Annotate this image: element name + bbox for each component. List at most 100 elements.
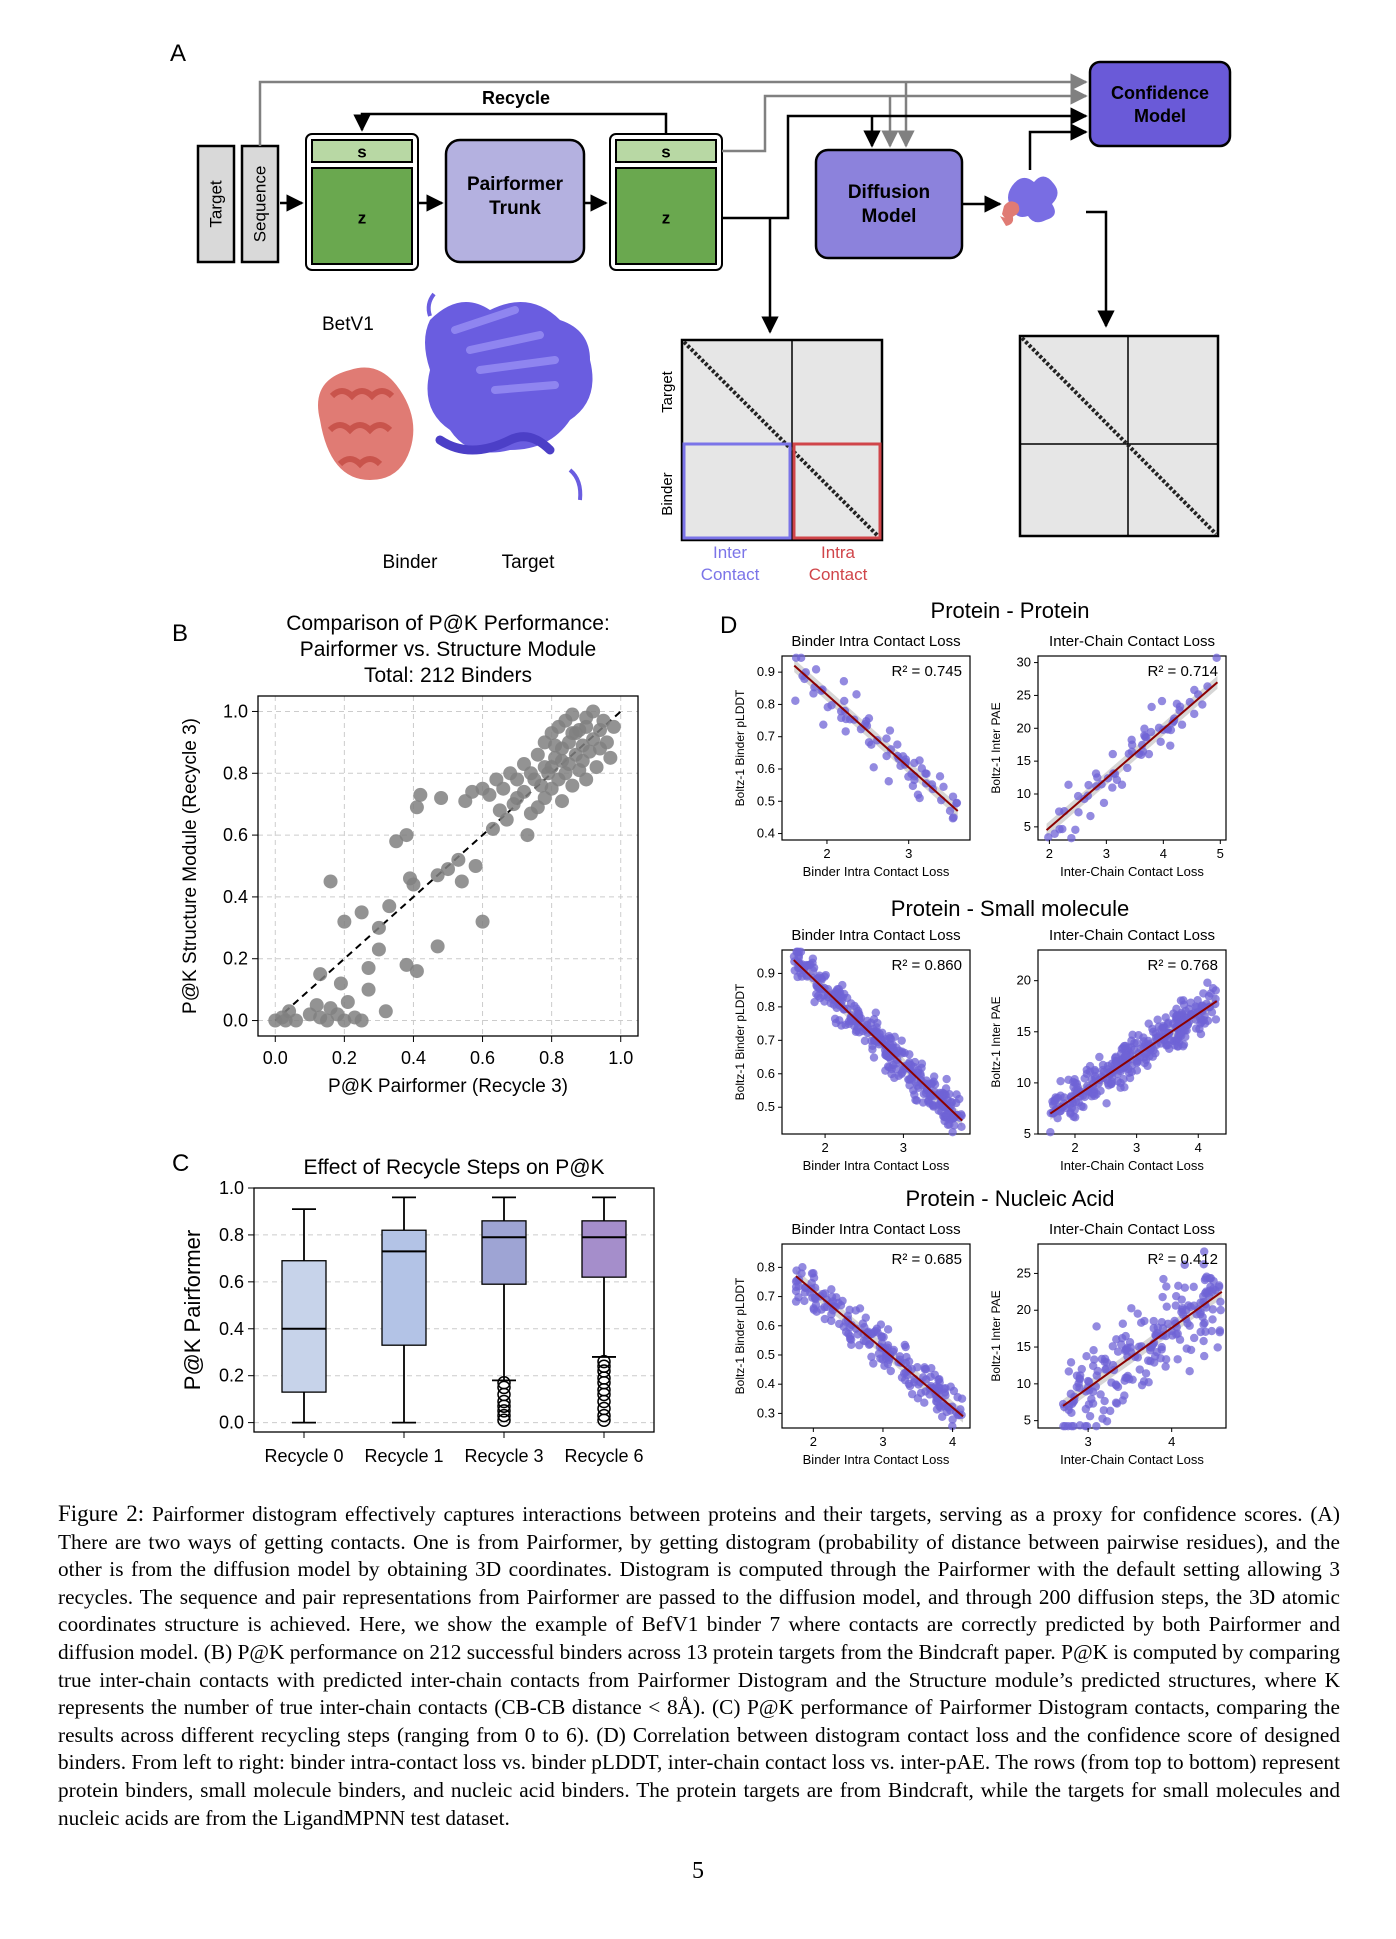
chart-d-point: [811, 665, 821, 674]
chart-d-ytick-label: 0.9: [757, 664, 775, 679]
chart-d-point: [935, 772, 945, 781]
chart-d-point: [1177, 1027, 1186, 1037]
chart-d-ylabel: Boltz-1 Inter PAE: [989, 702, 1003, 793]
chart-d-point: [809, 1268, 818, 1278]
chart-d-ytick-label: 0.7: [757, 1289, 775, 1304]
chart-d-point: [1058, 1399, 1068, 1409]
chart-c-outlier: [497, 1394, 511, 1409]
chart-b-point: [309, 998, 324, 1013]
chart-d-ylabel: Boltz-1 Binder pLDDT: [733, 983, 747, 1100]
chart-d-point: [917, 1059, 927, 1068]
chart-b-point: [485, 821, 500, 836]
chart-d-point: [950, 1121, 959, 1130]
chart-d-point: [1180, 1283, 1190, 1292]
chart-d-point: [1123, 1343, 1132, 1352]
chart-d-point: [1090, 1355, 1099, 1364]
chart-d-point: [1111, 1052, 1121, 1061]
chart-b-point: [475, 914, 490, 929]
chart-c-ytick-label: 0.6: [219, 1272, 244, 1292]
chart-d-point: [889, 1345, 899, 1355]
chart-d-point: [1175, 702, 1185, 711]
chart-d-point: [905, 1081, 914, 1090]
chart-d-point: [1156, 737, 1165, 746]
chart-d-point: [1112, 1399, 1122, 1408]
chart-d-point: [1088, 1361, 1098, 1371]
chart-d-point: [1108, 783, 1117, 792]
chart-b-ytick-label: 1.0: [223, 701, 248, 721]
chart-d-point: [1148, 1024, 1157, 1034]
chart-d-point: [867, 1352, 876, 1361]
chart-d-point: [1087, 1394, 1096, 1404]
chart-d-point: [1214, 1281, 1224, 1290]
chart-d-point: [1051, 1093, 1060, 1102]
chart-d-point: [1050, 829, 1059, 838]
chart-c-ytick-label: 0.8: [219, 1225, 244, 1245]
chart-d-xtick-label: 2: [823, 846, 830, 861]
chart-b-point: [320, 1013, 335, 1028]
panel-c-letter: C: [172, 1150, 190, 1177]
chart-d-ytick-label: 0.6: [757, 1318, 775, 1333]
chart-c-box: [281, 1260, 327, 1393]
chart-d-point: [1171, 1291, 1181, 1301]
chart-d-fit-line: [795, 1275, 964, 1418]
page-number: 5: [692, 1858, 704, 1884]
chart-b-point: [337, 914, 352, 929]
input-target-box: Target: [196, 144, 236, 264]
chart-d-ytick-label: 15: [1017, 753, 1031, 768]
chart-d-point: [869, 1053, 879, 1062]
chart-b-point: [323, 874, 338, 889]
intra-contact-label-1: Intra: [821, 543, 856, 562]
chart-d-point: [1135, 1365, 1144, 1374]
chart-d-point: [1064, 1367, 1073, 1376]
sz-block-right: s z: [609, 133, 723, 271]
chart-b-ylabel: P@K Structure Module (Recycle 3): [180, 718, 201, 1014]
confidence-label-2: Model: [1134, 106, 1186, 126]
chart-d-xlabel: Binder Intra Contact Loss: [803, 1452, 950, 1467]
chart-d-point: [1186, 1345, 1196, 1355]
chart-d-point: [1162, 1282, 1171, 1291]
chart-d-point: [820, 997, 829, 1006]
chart-b-point: [520, 828, 535, 843]
chart-b-point: [451, 852, 466, 867]
chart-d-ytick-label: 0.7: [757, 1032, 775, 1047]
chart-b-point: [378, 1004, 393, 1019]
panel-d-row-title-1: Protein - Protein: [930, 598, 1090, 623]
chart-d-point: [1077, 1364, 1086, 1374]
chart-b-point: [409, 964, 424, 979]
chart-d-point: [900, 1375, 910, 1385]
chart-b-point: [603, 750, 618, 765]
chart-d-point: [1096, 1390, 1105, 1399]
chart-b-point: [499, 812, 514, 827]
chart-d-point: [885, 1062, 894, 1072]
chart-d-point: [1162, 1302, 1171, 1311]
chart-b-point: [361, 961, 376, 975]
chart-d-point: [1102, 1099, 1111, 1108]
chart-d-ytick-label: 0.5: [757, 1099, 775, 1114]
inter-contact-label-1: Inter: [713, 543, 747, 562]
chart-c-outlier: [597, 1401, 611, 1416]
caption-text: Pairformer distogram effectively capture…: [58, 1502, 1340, 1830]
panel-d-row-title-2: Protein - Small molecule: [890, 896, 1130, 921]
chart-d-point: [1070, 1105, 1079, 1115]
chart-d-title: Inter-Chain Contact Loss: [1049, 1221, 1215, 1238]
chart-d-point: [871, 1008, 881, 1017]
chart-b-ytick-label: 0.2: [223, 949, 248, 969]
chart-d-point: [1116, 1340, 1126, 1349]
panel-b-scatter-chart: Comparison of P@K Performance: Pairformer…: [180, 612, 639, 1097]
chart-d-point: [1056, 1076, 1065, 1086]
chart-d-point: [886, 1366, 895, 1376]
chart-d-point: [1086, 811, 1095, 821]
chart-d-ylabel: Boltz-1 Inter PAE: [989, 1290, 1003, 1381]
chart-d-xlabel: Inter-Chain Contact Loss: [1060, 1158, 1204, 1173]
chart-d-r2-annotation: R² = 0.412: [1148, 1251, 1218, 1268]
panel-d-psm-intra-scatter: Binder Intra Contact Loss R² = 0.860 2 3 0.5…: [733, 927, 971, 1173]
chart-d-point: [811, 1294, 820, 1304]
chart-d-point: [957, 1122, 966, 1132]
chart-d-point: [1149, 1046, 1158, 1055]
chart-d-xtick-label: 2: [1071, 1140, 1078, 1155]
chart-b-point: [565, 778, 580, 793]
chart-d-point: [939, 782, 948, 792]
chart-d-point: [809, 689, 818, 698]
chart-d-point: [893, 740, 902, 749]
chart-d-point: [1102, 1358, 1112, 1367]
